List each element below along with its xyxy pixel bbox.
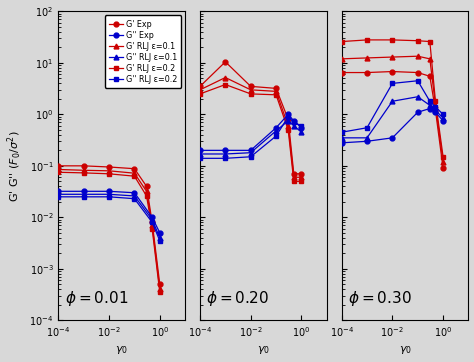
Text: $\phi=0.30$: $\phi=0.30$ [348, 289, 411, 308]
X-axis label: $\gamma_0$: $\gamma_0$ [257, 345, 270, 357]
Y-axis label: G' G'' $(F_0/\sigma^2)$: G' G'' $(F_0/\sigma^2)$ [6, 130, 24, 202]
X-axis label: $\gamma_0$: $\gamma_0$ [115, 345, 128, 357]
X-axis label: $\gamma_0$: $\gamma_0$ [399, 345, 411, 357]
Text: $\phi=0.01$: $\phi=0.01$ [65, 289, 128, 308]
Text: $\phi=0.20$: $\phi=0.20$ [206, 289, 269, 308]
Legend: G' Exp, G'' Exp, G' RLJ ε=0.1, G'' RLJ ε=0.1, G' RLJ ε=0.2, G'' RLJ ε=0.2: G' Exp, G'' Exp, G' RLJ ε=0.1, G'' RLJ ε… [105, 16, 181, 88]
